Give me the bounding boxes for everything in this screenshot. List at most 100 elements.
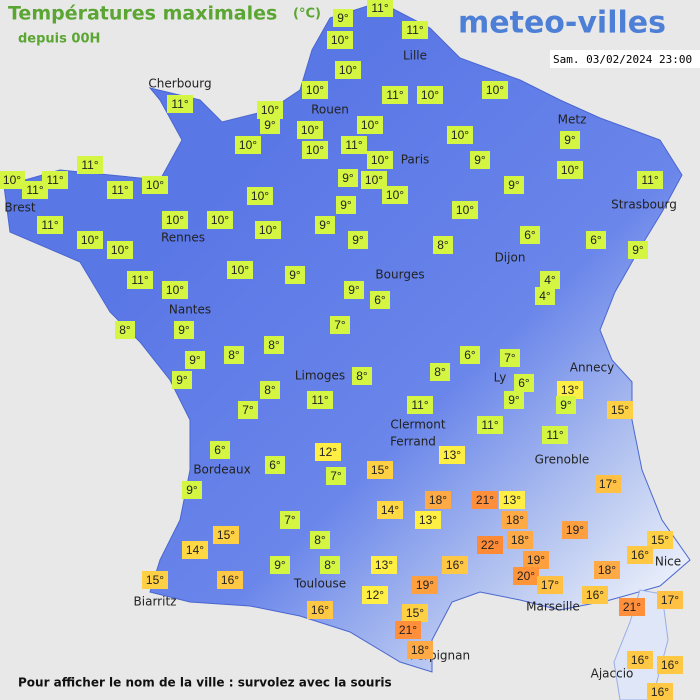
- temp-label: 16°: [661, 658, 679, 672]
- temp-label: 9°: [560, 398, 572, 412]
- temp-box: [260, 381, 280, 399]
- temp-box: [107, 181, 133, 199]
- temp-box: [280, 511, 300, 529]
- temp-label: 9°: [189, 353, 201, 367]
- temp-label: 14°: [381, 503, 399, 517]
- temp-label: 11°: [371, 1, 388, 15]
- temp-label: 4°: [539, 289, 551, 303]
- temp-box: [430, 363, 450, 381]
- temp-box: [377, 501, 403, 519]
- temp-label: 9°: [186, 483, 198, 497]
- temp-box: [227, 261, 253, 279]
- temp-box: [352, 367, 372, 385]
- temp-label: 15°: [651, 533, 669, 547]
- temp-label: 6°: [518, 376, 530, 390]
- temp-label: 8°: [314, 533, 326, 547]
- city-name: Strasbourg: [611, 198, 677, 212]
- temp-label: 18°: [598, 563, 616, 577]
- temp-box: [77, 231, 103, 249]
- temp-box: [182, 541, 208, 559]
- temp-label: 11°: [311, 393, 328, 407]
- temp-box: [357, 116, 383, 134]
- temp-label: 16°: [651, 685, 669, 699]
- temp-label: 16°: [631, 653, 649, 667]
- temp-box: [330, 316, 350, 334]
- temp-label: 16°: [446, 558, 464, 572]
- temp-label: 11°: [386, 88, 403, 102]
- temp-box: [162, 281, 188, 299]
- city-name: Marseille: [526, 600, 580, 614]
- temp-label: 11°: [345, 138, 362, 152]
- temp-box: [647, 531, 673, 549]
- temp-box: [627, 651, 653, 669]
- temp-label: 6°: [524, 228, 536, 242]
- temp-box: [499, 491, 525, 509]
- temp-box: [371, 556, 397, 574]
- temp-label: 10°: [239, 138, 257, 152]
- temp-box: [595, 475, 621, 493]
- temp-box: [315, 216, 335, 234]
- temp-label: 9°: [178, 323, 190, 337]
- temp-label: 7°: [334, 318, 346, 332]
- temp-label: 10°: [301, 123, 319, 137]
- temp-label: 10°: [166, 213, 184, 227]
- temp-box: [482, 81, 508, 99]
- temp-box: [42, 171, 68, 189]
- temp-label: 18°: [429, 493, 447, 507]
- temp-box: [127, 271, 153, 289]
- temp-box: [504, 391, 524, 409]
- temp-box: [297, 121, 323, 139]
- temp-box: [257, 101, 283, 119]
- temp-box: [439, 446, 465, 464]
- temp-box: [542, 426, 568, 444]
- temp-label: 10°: [456, 203, 474, 217]
- temp-label: 9°: [474, 153, 486, 167]
- temp-label: 12°: [366, 588, 384, 602]
- temp-box: [657, 656, 683, 674]
- temp-label: 7°: [330, 469, 342, 483]
- temp-box: [402, 21, 428, 39]
- city-name: Clermont: [390, 418, 445, 432]
- temp-box: [348, 231, 368, 249]
- temp-label: 7°: [284, 513, 296, 527]
- temp-label: 11°: [411, 398, 428, 412]
- temp-box: [433, 236, 453, 254]
- temp-box: [637, 171, 663, 189]
- temp-label: 11°: [111, 183, 128, 197]
- temp-label: 11°: [481, 418, 498, 432]
- temp-label: 11°: [406, 23, 423, 37]
- temp-label: 10°: [231, 263, 249, 277]
- footer: Pour afficher le nom de la ville : survo…: [18, 676, 392, 690]
- temp-box: [417, 86, 443, 104]
- temp-box: [460, 346, 480, 364]
- temp-label: 11°: [81, 158, 98, 172]
- temp-label: 18°: [411, 643, 429, 657]
- temp-box: [477, 536, 503, 554]
- temp-label: 15°: [217, 528, 235, 542]
- temp-label: 8°: [356, 369, 368, 383]
- temp-box: [327, 31, 353, 49]
- temp-label: 9°: [564, 133, 576, 147]
- temp-label: 13°: [503, 493, 521, 507]
- temp-box: [562, 521, 588, 539]
- temp-box: [382, 86, 408, 104]
- temp-box: [22, 181, 48, 199]
- temp-box: [647, 683, 673, 700]
- city-name: Paris: [401, 153, 430, 167]
- date-box: [550, 50, 700, 68]
- city-name: Nice: [655, 555, 681, 569]
- temp-label: 16°: [631, 548, 649, 562]
- temp-label: 10°: [386, 188, 404, 202]
- temp-box: [238, 401, 258, 419]
- temp-box: [367, 0, 393, 17]
- temp-label: 11°: [131, 273, 148, 287]
- temp-box: [557, 381, 583, 399]
- temp-box: [412, 576, 438, 594]
- city-name: Bourges: [375, 268, 424, 282]
- temp-label: 7°: [504, 351, 516, 365]
- temp-box: [557, 161, 583, 179]
- temp-box: [582, 586, 608, 604]
- temp-box: [560, 131, 580, 149]
- temp-box: [315, 443, 341, 461]
